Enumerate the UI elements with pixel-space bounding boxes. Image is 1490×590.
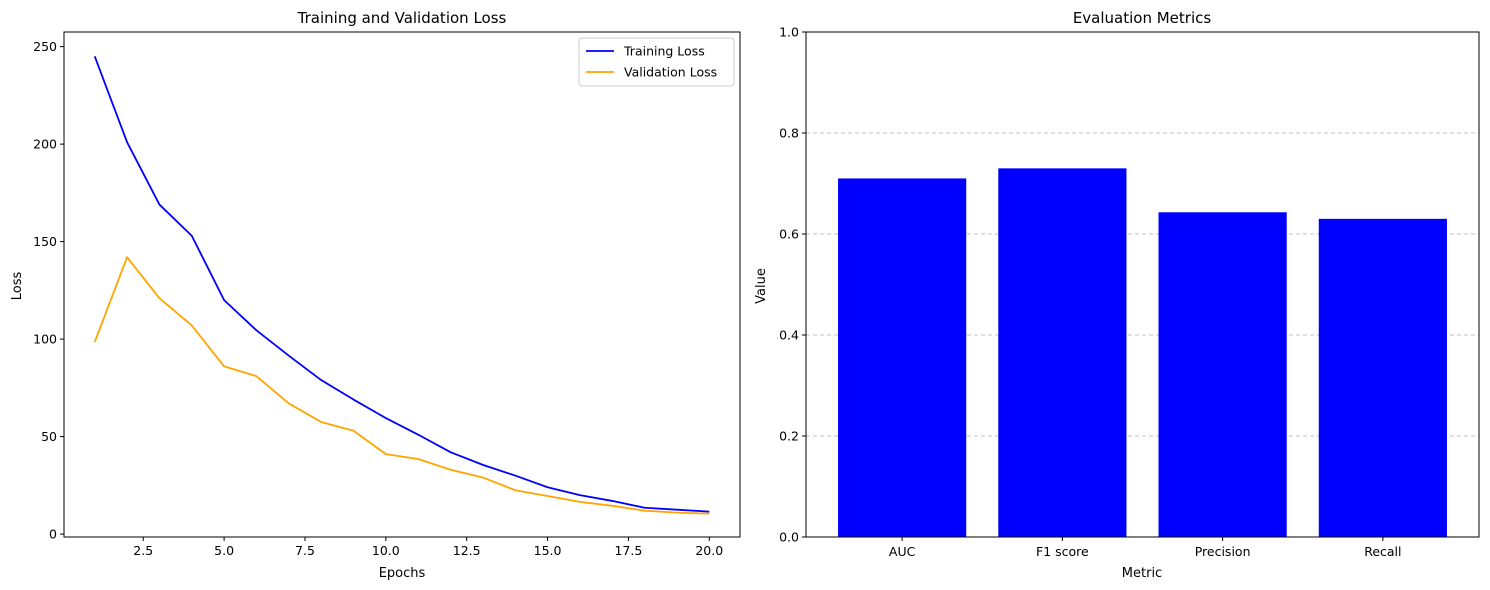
metrics-chart-y-ticks: 0.0 0.2 0.4 0.6 0.8 1.0: [779, 25, 806, 545]
loss-chart-ylabel: Loss: [10, 272, 25, 301]
x-tick-label: 20.0: [695, 543, 723, 558]
y-tick-label: 250: [33, 39, 57, 54]
x-tick-label: 15.0: [534, 543, 562, 558]
y-tick-label: 0.2: [779, 429, 799, 444]
loss-chart-x-ticks: 2.5 5.0 7.5 10.0 12.5 15.0 17.5 20.0: [133, 537, 723, 558]
metrics-chart-frame: [805, 31, 1480, 538]
loss-chart-series: [93, 56, 710, 515]
bar-precision: [1158, 212, 1287, 537]
training-loss-line: [93, 56, 710, 513]
x-tick-label: 7.5: [295, 543, 315, 558]
loss-chart-frame: [63, 31, 741, 538]
metrics-chart: Evaluation Metrics Metric Value AUC F1 sc…: [754, 9, 1480, 581]
x-tick-label: 17.5: [614, 543, 642, 558]
loss-chart-title: Training and Validation Loss: [297, 9, 507, 27]
legend-box: [578, 37, 735, 87]
metrics-chart-xlabel: Metric: [1122, 566, 1162, 581]
x-tick-label: 5.0: [214, 543, 234, 558]
validation-loss-line: [93, 256, 710, 515]
loss-chart-xlabel: Epochs: [379, 566, 426, 581]
metrics-chart-bars: [838, 168, 1447, 537]
metrics-chart-ylabel: Value: [754, 268, 769, 304]
loss-chart-legend: Training Loss Validation Loss: [578, 37, 735, 87]
x-tick-label: 2.5: [133, 543, 153, 558]
loss-chart: Training and Validation Loss Epochs Loss…: [10, 9, 741, 581]
x-tick-label: Precision: [1195, 544, 1251, 559]
legend-label-training: Training Loss: [623, 44, 705, 59]
x-tick-label: F1 score: [1036, 544, 1089, 559]
y-tick-label: 0.4: [779, 328, 799, 343]
y-tick-label: 1.0: [779, 25, 799, 40]
x-tick-label: 10.0: [372, 543, 400, 558]
x-tick-label: AUC: [889, 544, 916, 559]
legend-label-validation: Validation Loss: [624, 65, 717, 80]
y-tick-label: 0.8: [779, 126, 799, 141]
y-tick-label: 50: [41, 429, 57, 444]
loss-chart-y-ticks: 0 50 100 150 200 250: [33, 39, 64, 542]
x-tick-label: Recall: [1364, 544, 1401, 559]
metrics-chart-title: Evaluation Metrics: [1073, 9, 1212, 27]
y-tick-label: 0.0: [779, 530, 799, 545]
y-tick-label: 0: [49, 527, 57, 542]
bar-f1-score: [998, 168, 1127, 537]
metrics-chart-x-ticks: AUC F1 score Precision Recall: [889, 537, 1402, 559]
bar-recall: [1318, 218, 1447, 537]
y-tick-label: 200: [33, 137, 57, 152]
bar-auc: [838, 178, 967, 537]
y-tick-label: 150: [33, 234, 57, 249]
y-tick-label: 100: [33, 332, 57, 347]
x-tick-label: 12.5: [453, 543, 481, 558]
y-tick-label: 0.6: [779, 227, 799, 242]
